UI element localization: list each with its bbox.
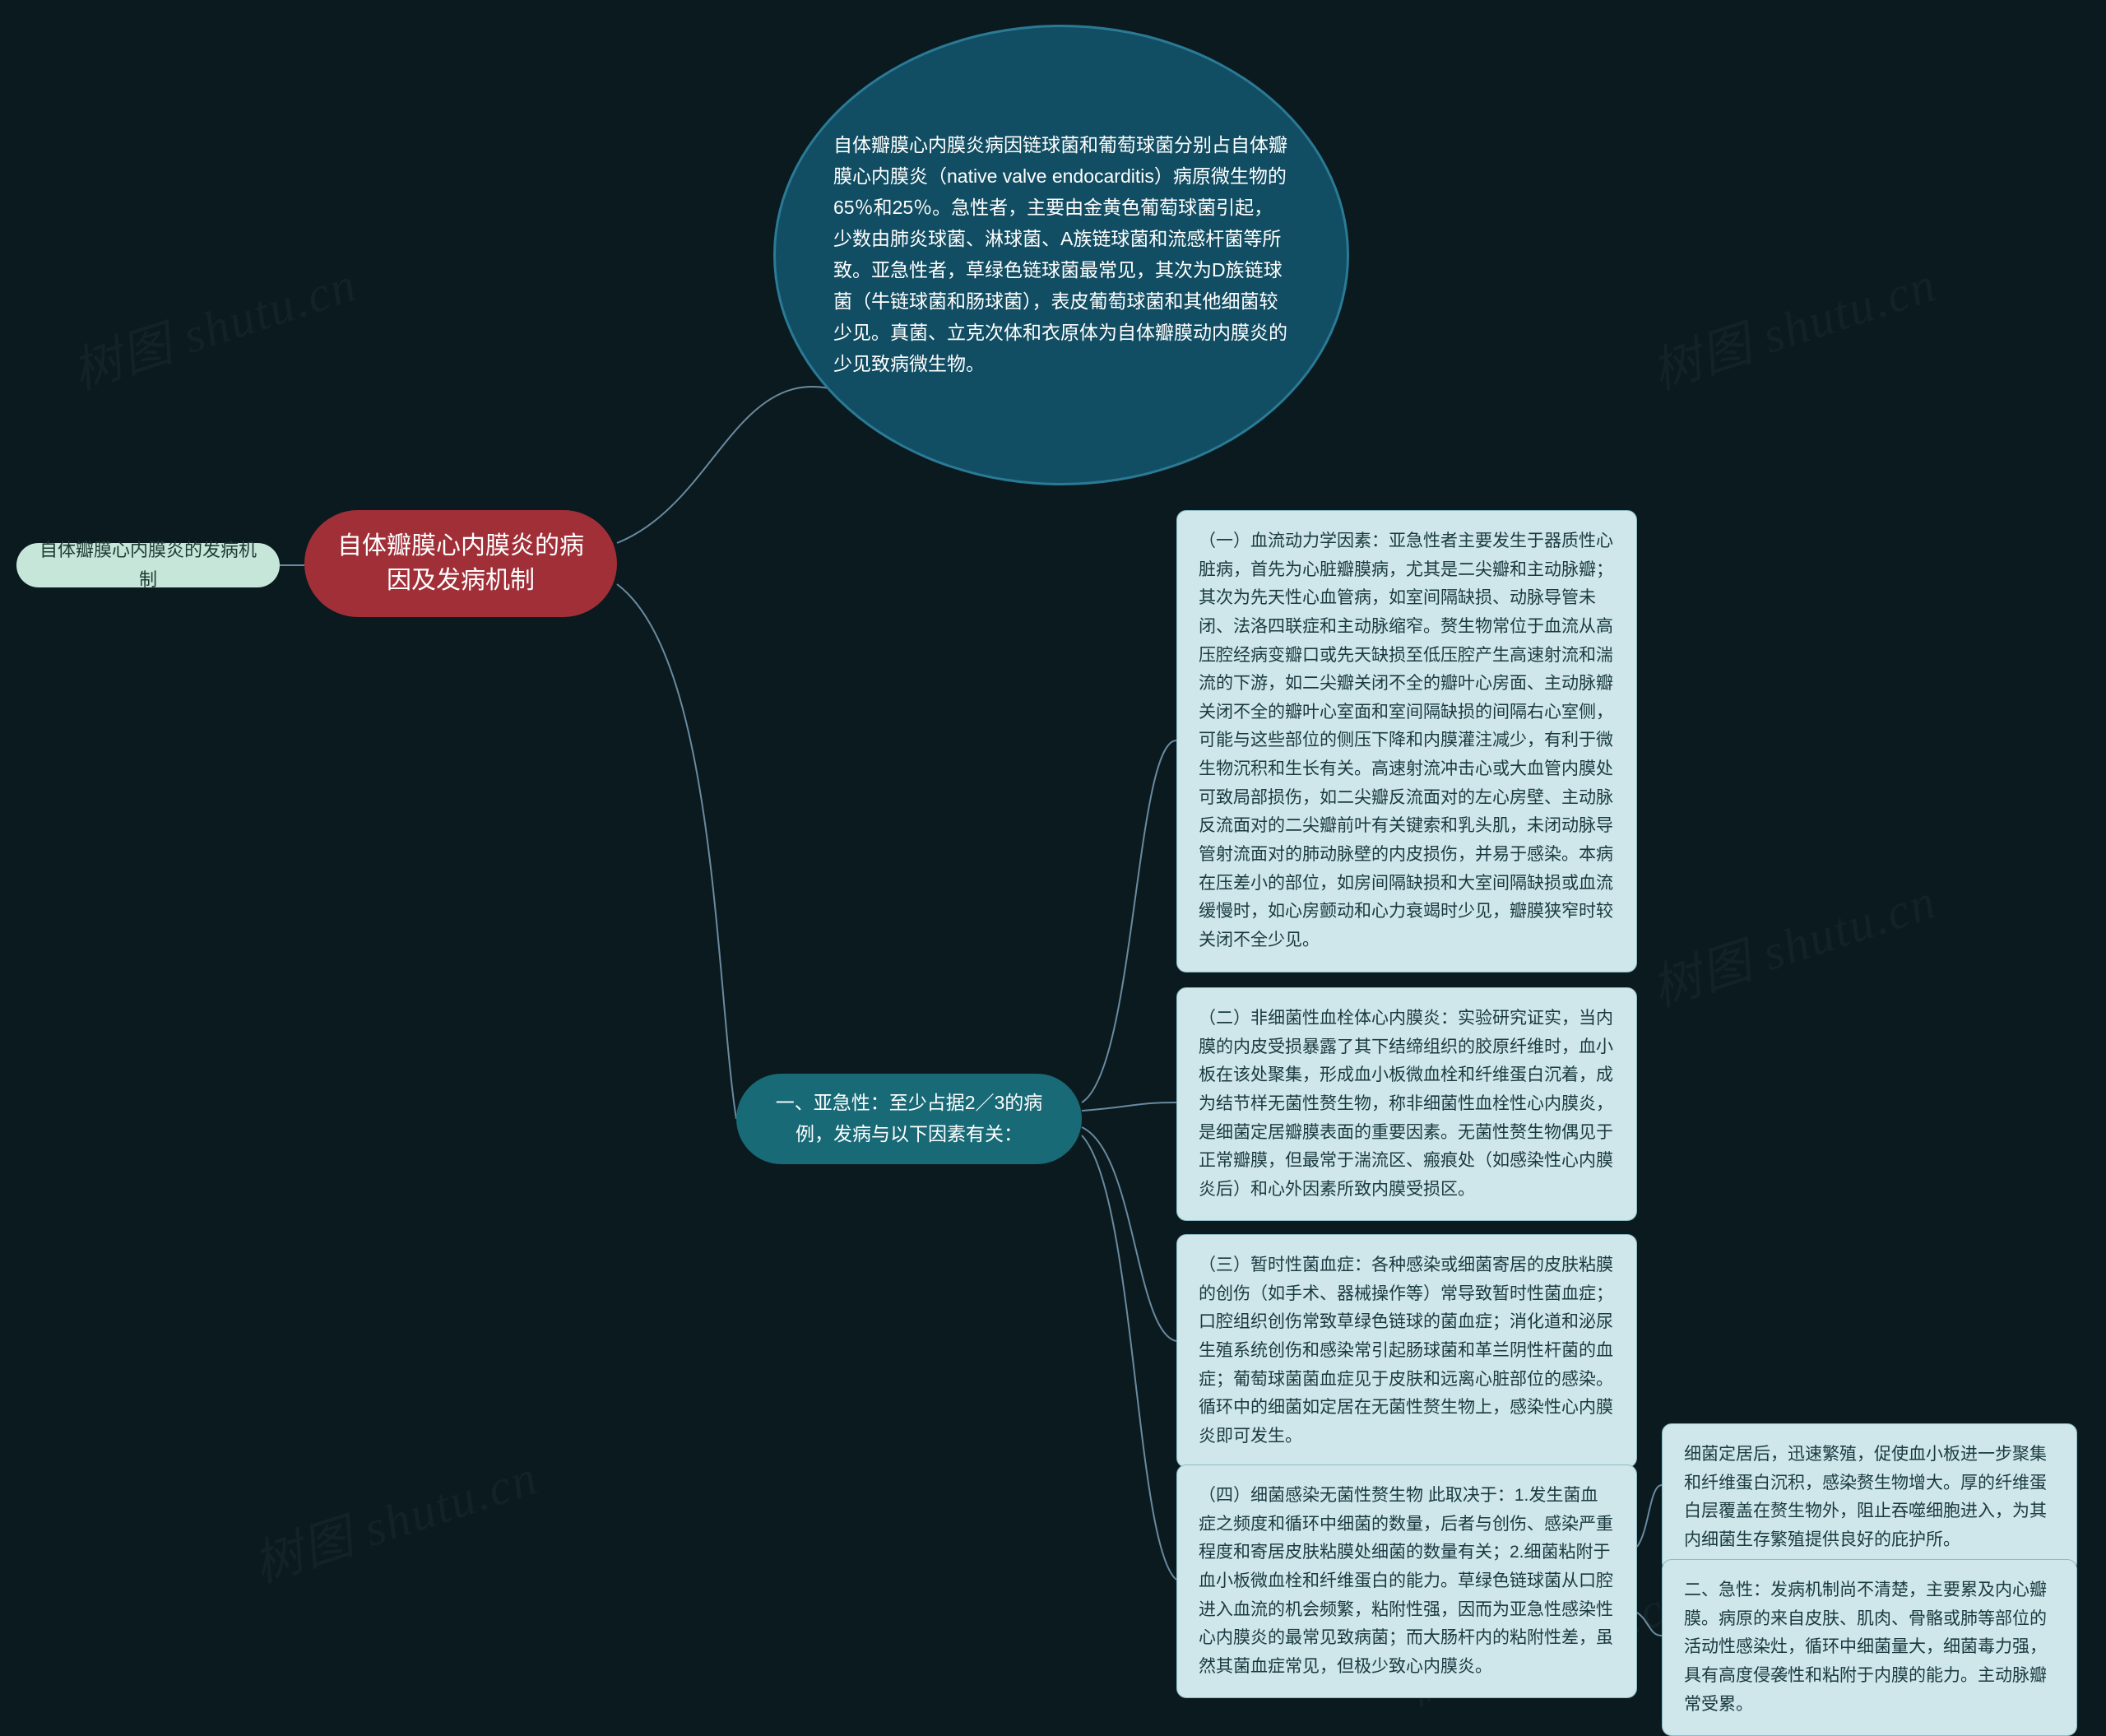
node-left-label: 自体瓣膜心内膜炎的发病机制 [31, 536, 265, 596]
node-ellipse-text: 自体瓣膜心内膜炎病因链球菌和葡萄球菌分别占自体瓣膜心内膜炎（native val… [833, 130, 1289, 380]
node-root[interactable]: 自体瓣膜心内膜炎的病因及发病机制 [304, 510, 617, 617]
node-left-chip[interactable]: 自体瓣膜心内膜炎的发病机制 [16, 543, 280, 587]
node-leaf6-text: 二、急性：发病机制尚不清楚，主要累及内心瓣膜。病原的来自皮肤、肌肉、骨骼或肺等部… [1684, 1581, 2047, 1714]
node-leaf2-text: （二）非细菌性血栓体心内膜炎：实验研究证实，当内膜的内皮受损暴露了其下结缔组织的… [1199, 1009, 1613, 1199]
node-leaf-proliferation[interactable]: 细菌定居后，迅速繁殖，促使血小板进一步聚集和纤维蛋白沉积，感染赘生物增大。厚的纤… [1662, 1423, 2077, 1572]
node-leaf4-text: （四）细菌感染无菌性赘生物 此取决于：1.发生菌血症之频度和循环中细菌的数量，后… [1199, 1486, 1613, 1676]
watermark: 树图 shutu.cn [1641, 244, 1944, 404]
node-leaf-nonbacterial[interactable]: （二）非细菌性血栓体心内膜炎：实验研究证实，当内膜的内皮受损暴露了其下结缔组织的… [1176, 987, 1637, 1221]
node-branch-subacute[interactable]: 一、亚急性：至少占据2／3的病例，发病与以下因素有关： [736, 1074, 1082, 1164]
watermark: 树图 shutu.cn [62, 244, 364, 404]
node-leaf-bacterial-infection[interactable]: （四）细菌感染无菌性赘生物 此取决于：1.发生菌血症之频度和循环中细菌的数量，后… [1176, 1464, 1637, 1698]
node-leaf5-text: 细菌定居后，迅速繁殖，促使血小板进一步聚集和纤维蛋白沉积，感染赘生物增大。厚的纤… [1684, 1445, 2047, 1549]
watermark: 树图 shutu.cn [243, 1437, 545, 1597]
node-leaf3-text: （三）暂时性菌血症：各种感染或细菌寄居的皮肤粘膜的创伤（如手术、器械操作等）常导… [1199, 1256, 1613, 1446]
node-root-label: 自体瓣膜心内膜炎的病因及发病机制 [332, 529, 589, 598]
node-leaf1-text: （一）血流动力学因素：亚急性者主要发生于器质性心脏病，首先为心脏瓣膜病，尤其是二… [1199, 531, 1613, 949]
node-ellipse-pathogen[interactable]: 自体瓣膜心内膜炎病因链球菌和葡萄球菌分别占自体瓣膜心内膜炎（native val… [773, 25, 1349, 485]
node-leaf-transient[interactable]: （三）暂时性菌血症：各种感染或细菌寄居的皮肤粘膜的创伤（如手术、器械操作等）常导… [1176, 1234, 1637, 1468]
node-leaf-hemodynamic[interactable]: （一）血流动力学因素：亚急性者主要发生于器质性心脏病，首先为心脏瓣膜病，尤其是二… [1176, 510, 1637, 972]
watermark: 树图 shutu.cn [1641, 861, 1944, 1021]
node-leaf-acute[interactable]: 二、急性：发病机制尚不清楚，主要累及内心瓣膜。病原的来自皮肤、肌肉、骨骼或肺等部… [1662, 1559, 2077, 1736]
node-branch-label: 一、亚急性：至少占据2／3的病例，发病与以下因素有关： [761, 1088, 1057, 1150]
